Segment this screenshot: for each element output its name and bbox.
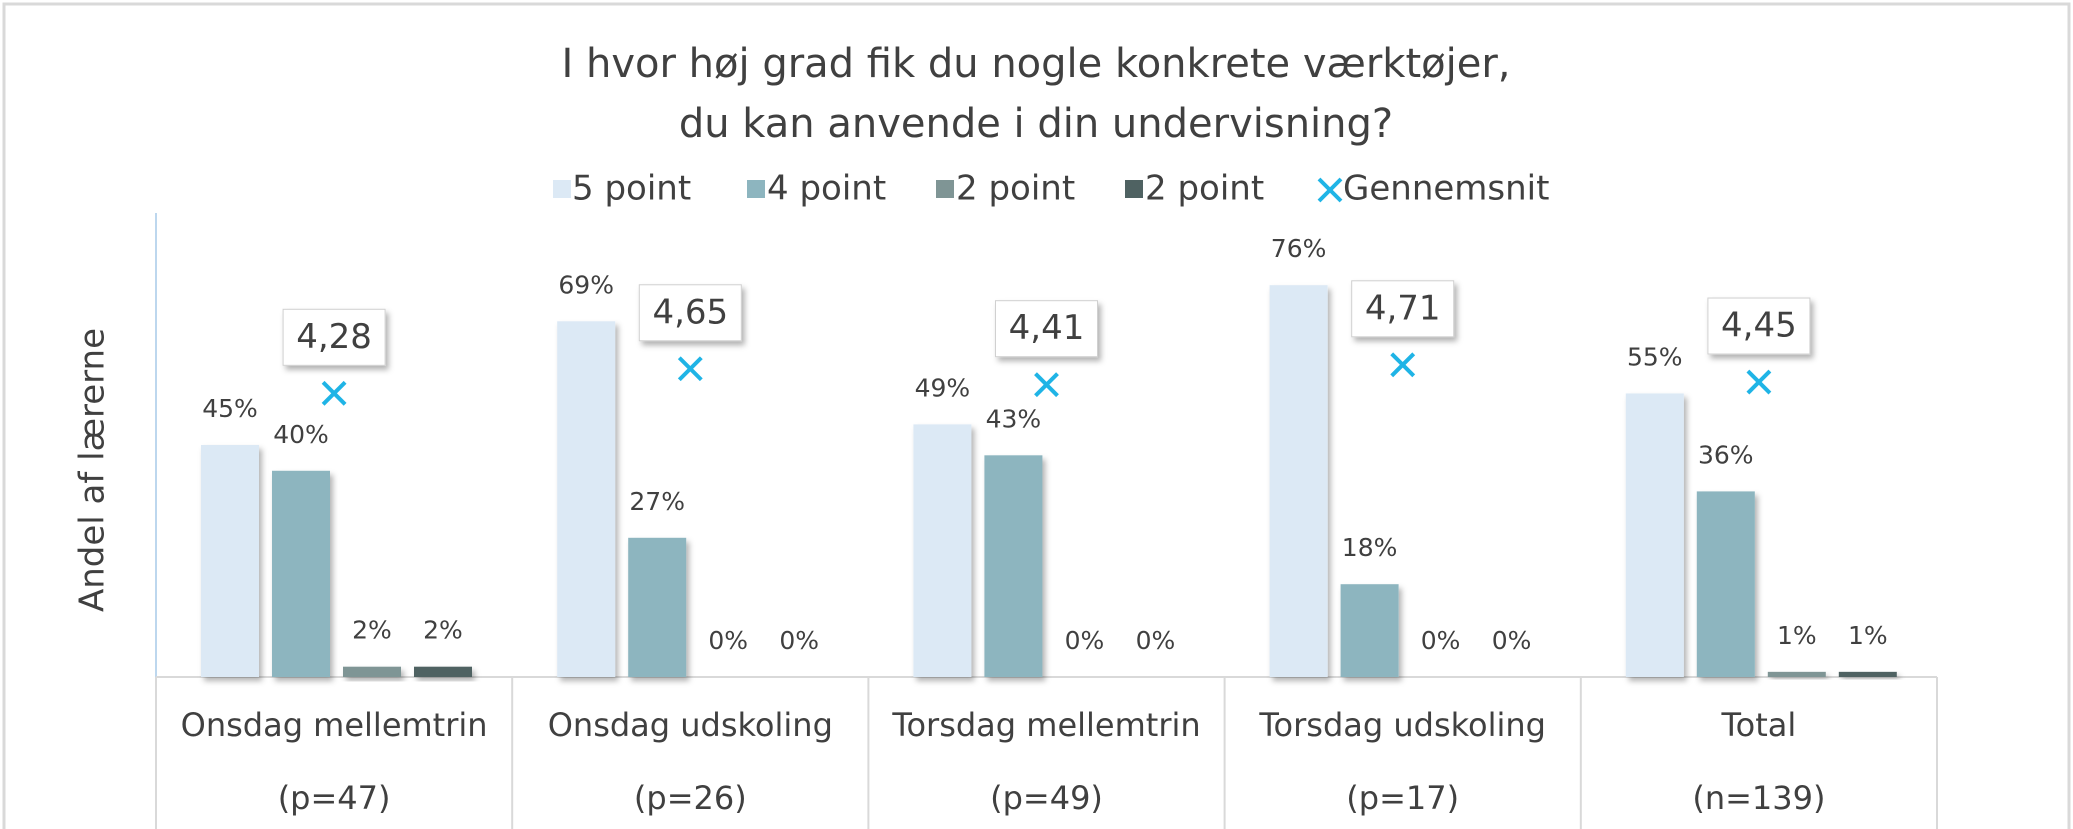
average-marker (1746, 369, 1772, 395)
data-label: 0% (1421, 626, 1461, 655)
x-tick-label: Onsdag mellemtrin (181, 706, 488, 744)
legend-swatch (1125, 180, 1143, 198)
callout-box (1707, 297, 1811, 355)
average-marker (1034, 372, 1059, 398)
callout-box (638, 284, 742, 342)
callout-box (1351, 280, 1455, 338)
marker-stroke (321, 380, 347, 406)
data-label: 69% (558, 270, 614, 299)
legend-swatch (936, 180, 954, 198)
x-tick-note: (p=47) (278, 779, 391, 817)
legend-swatch (553, 180, 571, 198)
data-label: 1% (1848, 621, 1888, 650)
bar (1340, 584, 1399, 677)
x-tick-note: (p=49) (990, 779, 1103, 817)
chart-title: I hvor høj grad fik du nogle konkrete væ… (562, 41, 1511, 87)
marker-stroke (1746, 369, 1772, 395)
marker-stroke (1390, 352, 1416, 378)
average-marker (321, 380, 347, 406)
bar (201, 445, 259, 677)
x-tick-label: Torsdag mellemtrin (891, 706, 1200, 744)
legend-marker (1317, 177, 1343, 203)
legend-label: Gennemsnit (1343, 169, 1549, 209)
data-label: 0% (1065, 626, 1105, 655)
data-label: 2% (352, 616, 392, 645)
bar (1696, 491, 1755, 677)
callout-label: 4,71 (1365, 288, 1441, 328)
data-label: 40% (273, 420, 329, 449)
data-label: 49% (915, 373, 971, 402)
marker-stroke (1317, 177, 1343, 203)
marker-stroke (677, 356, 703, 382)
callout-label: 4,45 (1721, 306, 1797, 346)
y-axis-label: Andel af lærerne (73, 328, 113, 612)
bar (1269, 285, 1328, 677)
data-label: 45% (202, 394, 258, 423)
x-tick-note: (p=17) (1346, 779, 1459, 817)
data-label: 76% (1271, 234, 1327, 263)
bar (557, 321, 616, 677)
data-label: 0% (1136, 626, 1176, 655)
bar (272, 470, 330, 677)
bar (628, 537, 687, 677)
average-marker (677, 356, 703, 382)
legend-label: 2 point (956, 169, 1075, 209)
callout-box (995, 300, 1098, 358)
x-tick-label: Onsdag udskoling (548, 706, 833, 744)
legend-swatch (747, 180, 765, 198)
data-label: 18% (1342, 533, 1398, 562)
data-label: 0% (779, 626, 819, 655)
bar (984, 455, 1043, 677)
callout-label: 4,41 (1009, 308, 1085, 348)
legend-label: 5 point (572, 169, 691, 209)
callout-label: 4,28 (296, 317, 372, 357)
data-label: 27% (629, 487, 685, 516)
data-label: 0% (708, 626, 748, 655)
callout-label: 4,65 (652, 292, 728, 332)
callout-box (282, 308, 386, 366)
data-label: 43% (986, 404, 1042, 433)
x-tick-note: (p=26) (634, 779, 747, 817)
legend-label: 2 point (1145, 169, 1264, 209)
x-tick-label: Torsdag udskoling (1258, 706, 1546, 744)
data-label: 36% (1698, 440, 1754, 469)
bar (343, 666, 401, 677)
average-marker (1390, 352, 1416, 378)
bar (1625, 393, 1684, 677)
bar (1838, 671, 1897, 677)
data-label: 0% (1492, 626, 1532, 655)
x-tick-label: Total (1721, 706, 1797, 744)
data-label: 1% (1777, 621, 1817, 650)
data-label: 55% (1627, 342, 1683, 371)
x-tick-note: (n=139) (1692, 779, 1825, 817)
marker-stroke (1034, 372, 1059, 398)
bar (1767, 671, 1826, 677)
data-label: 2% (423, 616, 463, 645)
chart-title: du kan anvende i din undervisning? (679, 101, 1393, 147)
legend-label: 4 point (767, 169, 886, 209)
bar (913, 424, 972, 677)
bar (414, 666, 472, 677)
